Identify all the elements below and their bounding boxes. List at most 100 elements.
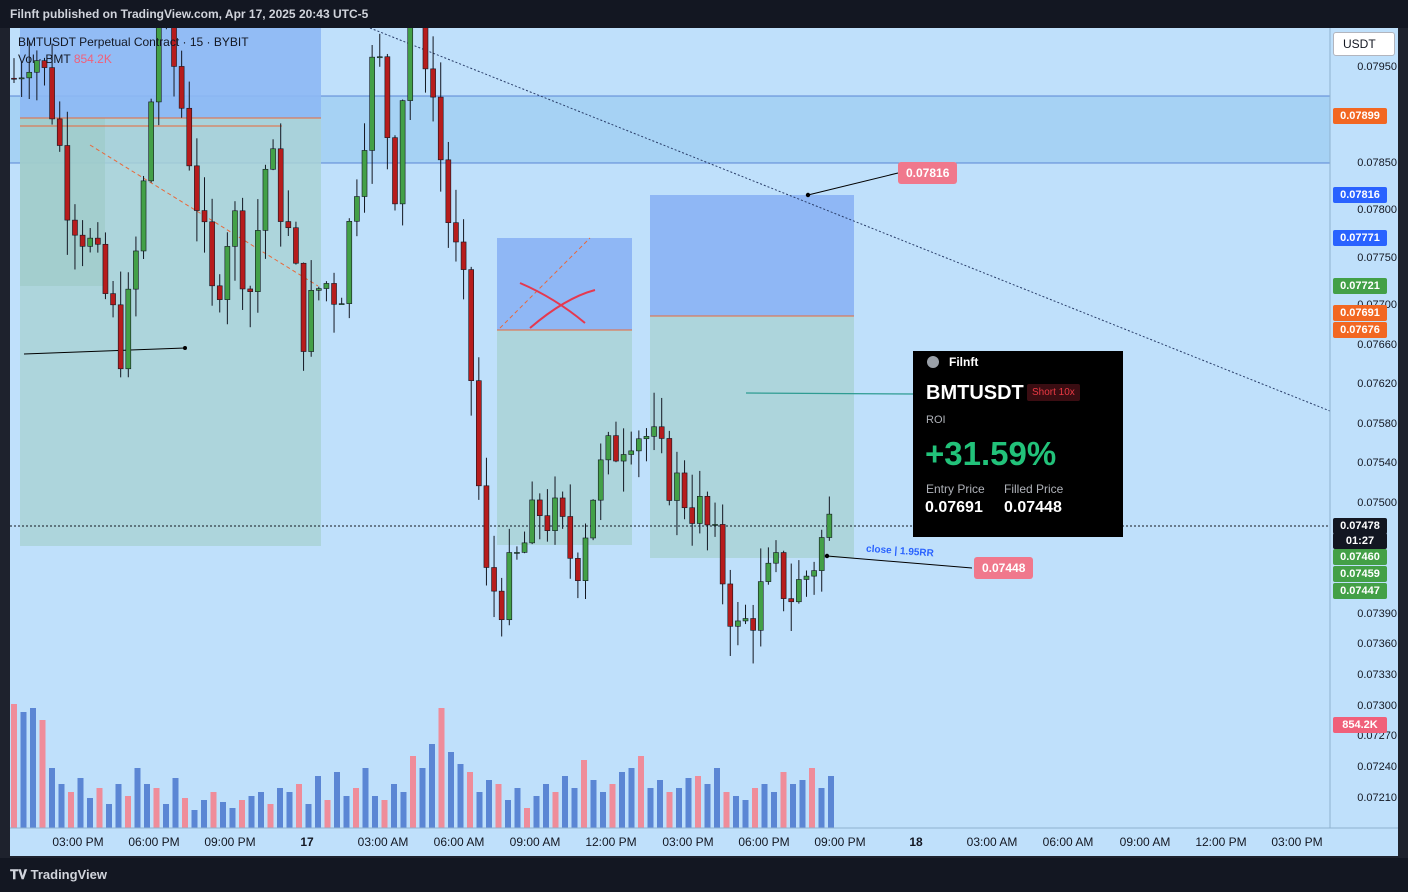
candle-body bbox=[18, 77, 25, 80]
dashed-path-2 bbox=[499, 237, 591, 329]
candle-body bbox=[209, 221, 215, 287]
volume-bar bbox=[638, 756, 644, 828]
candle-body bbox=[636, 438, 642, 452]
candle-body bbox=[186, 107, 193, 167]
candle-body bbox=[194, 165, 200, 211]
time-label: 17 bbox=[300, 835, 314, 849]
candle-body bbox=[460, 241, 467, 270]
volume-bar bbox=[267, 804, 274, 828]
volume-bar bbox=[429, 744, 435, 828]
price-label: 0.07620 bbox=[1357, 378, 1397, 390]
publisher-text: Filnft published on TradingView.com, Apr… bbox=[10, 7, 369, 21]
candle-body bbox=[376, 56, 383, 59]
candle-body bbox=[34, 60, 40, 73]
volume-bar bbox=[410, 756, 416, 828]
time-label: 03:00 PM bbox=[1271, 835, 1323, 849]
price-chart[interactable] bbox=[10, 28, 1398, 856]
candle-body bbox=[780, 552, 787, 599]
volume-bar bbox=[362, 768, 369, 828]
time-label: 18 bbox=[909, 835, 923, 849]
candle-body bbox=[719, 524, 726, 585]
candle-body bbox=[674, 472, 680, 501]
volume-bar bbox=[619, 772, 625, 828]
candle-body bbox=[567, 516, 574, 559]
chart-area[interactable] bbox=[10, 28, 1398, 856]
volume-bar bbox=[20, 712, 27, 828]
time-label: 09:00 PM bbox=[204, 835, 256, 849]
reward-box-3 bbox=[650, 316, 854, 558]
volume-bar bbox=[438, 708, 445, 828]
volume-badge: 854.2K bbox=[1333, 717, 1387, 733]
candle-body bbox=[155, 28, 162, 103]
currency-selector[interactable]: USDT bbox=[1333, 32, 1395, 56]
candle-body bbox=[384, 56, 391, 138]
candle-body bbox=[704, 496, 711, 526]
volume-bar bbox=[248, 796, 255, 828]
candle-body bbox=[483, 485, 490, 568]
candle-body bbox=[49, 67, 55, 120]
cross-mark bbox=[519, 282, 596, 329]
candle-body bbox=[133, 250, 139, 290]
time-label: 06:00 PM bbox=[738, 835, 790, 849]
candle-body bbox=[331, 283, 337, 305]
candle-body bbox=[651, 426, 657, 437]
volume-bar bbox=[134, 768, 141, 828]
volume-bar bbox=[809, 768, 815, 828]
volume-bar bbox=[790, 784, 796, 828]
candle-body bbox=[79, 234, 86, 247]
volume-bar bbox=[600, 792, 606, 828]
candle-body bbox=[666, 438, 673, 501]
volume-bar bbox=[457, 764, 464, 828]
volume-bar bbox=[125, 796, 131, 828]
volume-bar bbox=[647, 788, 654, 828]
candle-body bbox=[803, 575, 810, 580]
candle-body bbox=[323, 283, 330, 289]
volume-bar bbox=[305, 804, 312, 828]
volume-bar bbox=[191, 810, 198, 828]
candle-body bbox=[87, 237, 93, 247]
time-label: 09:00 AM bbox=[509, 835, 561, 849]
price-badge: 0.07899 bbox=[1333, 108, 1387, 124]
candle-body bbox=[171, 28, 177, 67]
candle-body bbox=[696, 496, 703, 524]
candle-body bbox=[750, 618, 756, 631]
target-line bbox=[745, 392, 916, 395]
volume-bar bbox=[11, 704, 17, 828]
candle-body bbox=[247, 288, 254, 292]
volume-bar bbox=[714, 768, 720, 828]
candle-body bbox=[102, 243, 109, 294]
volume-bar bbox=[210, 792, 217, 828]
volume-bar bbox=[533, 796, 540, 828]
candle-body bbox=[712, 524, 718, 526]
candle-body bbox=[270, 148, 276, 170]
volume-bar bbox=[87, 798, 93, 828]
candle-body bbox=[224, 246, 231, 300]
footer-bar: 𝐓𝐕 TradingView bbox=[0, 858, 1408, 892]
candle-body bbox=[476, 380, 482, 487]
volume-bar bbox=[742, 800, 749, 828]
price-label: 0.07390 bbox=[1357, 608, 1397, 620]
time-label: 03:00 AM bbox=[966, 835, 1018, 849]
candle-body bbox=[689, 507, 695, 524]
price-badge: 0.07691 bbox=[1333, 305, 1387, 321]
price-label: 0.07750 bbox=[1357, 252, 1397, 264]
volume-bar bbox=[258, 792, 264, 828]
candle-body bbox=[514, 552, 520, 554]
volume-bar bbox=[49, 768, 55, 828]
volume-bar bbox=[495, 784, 502, 828]
candle-body bbox=[201, 210, 208, 223]
time-label: 03:00 PM bbox=[52, 835, 104, 849]
candle-body bbox=[239, 210, 246, 290]
filled-value: 0.07448 bbox=[1004, 499, 1062, 516]
time-label: 12:00 PM bbox=[585, 835, 637, 849]
volume-bar bbox=[58, 784, 65, 828]
callout-bottom: 0.07448 bbox=[974, 557, 1034, 579]
price-label: 0.07210 bbox=[1357, 792, 1397, 804]
candle-body bbox=[422, 28, 429, 70]
candle-body bbox=[613, 435, 619, 462]
callout-top-anchor bbox=[805, 192, 811, 198]
candle-body bbox=[681, 472, 688, 509]
volume-bar bbox=[771, 792, 777, 828]
candle-body bbox=[826, 513, 833, 538]
candle-body bbox=[445, 159, 452, 223]
